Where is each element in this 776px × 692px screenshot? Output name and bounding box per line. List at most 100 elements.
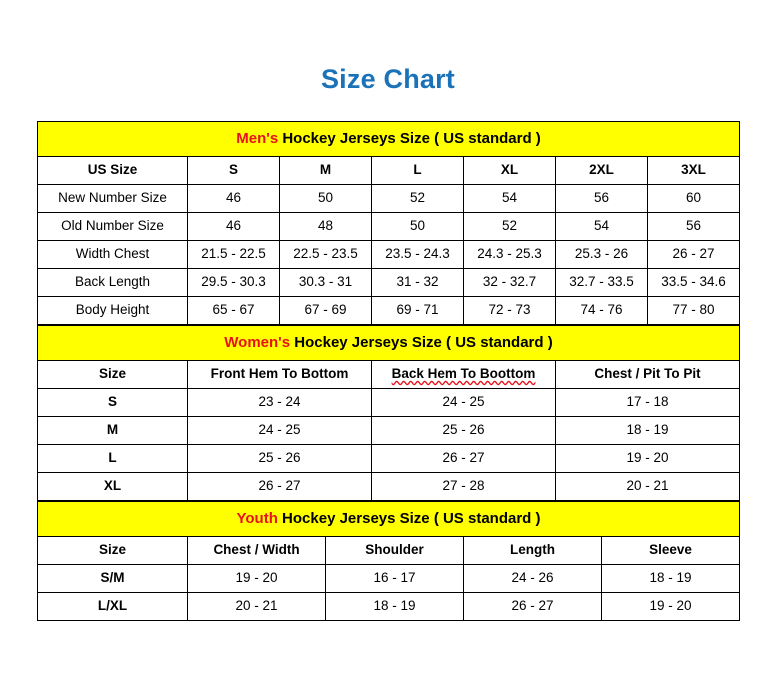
youth-banner-rest: Hockey Jerseys Size ( US standard )	[277, 509, 541, 527]
womens-cell-2-1: 26 - 27	[371, 444, 556, 473]
womens-row-label-0: S	[37, 388, 188, 417]
table-row: Back Length 29.5 - 30.3 30.3 - 31 31 - 3…	[37, 268, 741, 297]
mens-banner-rest: Hockey Jerseys Size ( US standard )	[278, 129, 541, 147]
mens-row-label-3: Back Length	[37, 268, 188, 297]
table-row: Old Number Size 46 48 50 52 54 56	[37, 212, 741, 241]
mens-cell-2-2: 23.5 - 24.3	[371, 240, 464, 269]
table-row: S 23 - 24 24 - 25 17 - 18	[37, 388, 740, 417]
mens-cell-2-3: 24.3 - 25.3	[463, 240, 556, 269]
mens-col-header-2: M	[279, 156, 372, 185]
womens-cell-2-2: 19 - 20	[555, 444, 740, 473]
mens-col-header-0: US Size	[37, 156, 188, 185]
mens-header-row: US Size S M L XL 2XL 3XL	[37, 156, 741, 185]
mens-cell-2-5: 26 - 27	[646, 240, 741, 269]
mens-row-label-4: Body Height	[37, 296, 188, 325]
youth-banner-accent: Youth	[236, 509, 278, 527]
youth-cell-0-2: 24 - 26	[463, 564, 602, 593]
womens-col-header-3: Chest / Pit To Pit	[555, 360, 740, 389]
womens-cell-1-2: 18 - 19	[555, 416, 740, 445]
mens-cell-4-3: 72 - 73	[463, 296, 556, 325]
mens-section-banner: Men's Hockey Jerseys Size ( US standard …	[36, 121, 741, 157]
womens-col-header-0: Size	[37, 360, 188, 389]
womens-band-row: Women's Hockey Jerseys Size ( US standar…	[37, 325, 740, 361]
womens-row-label-2: L	[37, 444, 188, 473]
womens-banner-rest: Hockey Jerseys Size ( US standard )	[290, 333, 553, 351]
youth-row-label-0: S/M	[37, 564, 188, 593]
mens-cell-1-5: 56	[646, 212, 741, 241]
mens-banner-accent: Men's	[236, 129, 279, 147]
womens-col-header-1: Front Hem To Bottom	[187, 360, 372, 389]
youth-col-header-3: Length	[463, 536, 602, 565]
mens-cell-2-1: 22.5 - 23.5	[279, 240, 372, 269]
youth-cell-0-0: 19 - 20	[187, 564, 326, 593]
womens-col-header-2: Back Hem To Boottom	[371, 360, 556, 389]
mens-cell-4-1: 67 - 69	[279, 296, 372, 325]
mens-cell-3-5: 33.5 - 34.6	[646, 268, 741, 297]
womens-col-header-2-text: Back Hem To Boottom	[391, 366, 536, 382]
mens-col-header-4: XL	[463, 156, 556, 185]
youth-col-header-1: Chest / Width	[187, 536, 326, 565]
mens-cell-3-2: 31 - 32	[371, 268, 464, 297]
youth-header-row: Size Chest / Width Shoulder Length Sleev…	[37, 536, 740, 565]
mens-col-header-1: S	[187, 156, 280, 185]
womens-cell-0-0: 23 - 24	[187, 388, 372, 417]
mens-cell-1-0: 46	[187, 212, 280, 241]
table-row: Body Height 65 - 67 67 - 69 69 - 71 72 -…	[37, 296, 741, 325]
youth-cell-1-3: 19 - 20	[601, 592, 740, 621]
mens-cell-1-4: 54	[555, 212, 648, 241]
womens-cell-0-1: 24 - 25	[371, 388, 556, 417]
youth-col-header-2: Shoulder	[325, 536, 464, 565]
youth-cell-0-3: 18 - 19	[601, 564, 740, 593]
youth-cell-1-2: 26 - 27	[463, 592, 602, 621]
womens-header-row: Size Front Hem To Bottom Back Hem To Boo…	[37, 360, 740, 389]
mens-col-header-5: 2XL	[555, 156, 648, 185]
size-tables-container: Men's Hockey Jerseys Size ( US standard …	[36, 93, 741, 621]
mens-row-label-0: New Number Size	[37, 184, 188, 213]
mens-cell-3-4: 32.7 - 33.5	[555, 268, 648, 297]
mens-cell-0-5: 60	[646, 184, 741, 213]
womens-cell-1-0: 24 - 25	[187, 416, 372, 445]
womens-cell-1-1: 25 - 26	[371, 416, 556, 445]
womens-cell-3-0: 26 - 27	[187, 472, 372, 501]
table-row: M 24 - 25 25 - 26 18 - 19	[37, 416, 740, 445]
youth-size-table: Youth Hockey Jerseys Size ( US standard …	[37, 501, 740, 621]
mens-band-row: Men's Hockey Jerseys Size ( US standard …	[36, 121, 741, 157]
mens-cell-2-0: 21.5 - 22.5	[187, 240, 280, 269]
table-row: S/M 19 - 20 16 - 17 24 - 26 18 - 19	[37, 564, 740, 593]
youth-cell-1-0: 20 - 21	[187, 592, 326, 621]
mens-cell-0-1: 50	[279, 184, 372, 213]
mens-cell-3-3: 32 - 32.7	[463, 268, 556, 297]
table-row: L/XL 20 - 21 18 - 19 26 - 27 19 - 20	[37, 592, 740, 621]
womens-cell-3-1: 27 - 28	[371, 472, 556, 501]
table-row: New Number Size 46 50 52 54 56 60	[37, 184, 741, 213]
table-row: XL 26 - 27 27 - 28 20 - 21	[37, 472, 740, 501]
womens-banner-accent: Women's	[224, 333, 291, 351]
mens-cell-4-4: 74 - 76	[555, 296, 648, 325]
youth-row-label-1: L/XL	[37, 592, 188, 621]
mens-cell-1-3: 52	[463, 212, 556, 241]
womens-size-table: Women's Hockey Jerseys Size ( US standar…	[37, 325, 740, 501]
mens-cell-0-2: 52	[371, 184, 464, 213]
mens-row-label-1: Old Number Size	[37, 212, 188, 241]
youth-cell-1-1: 18 - 19	[325, 592, 464, 621]
page-title: Size Chart	[320, 64, 456, 94]
mens-cell-3-0: 29.5 - 30.3	[187, 268, 280, 297]
womens-row-label-3: XL	[37, 472, 188, 501]
youth-band-row: Youth Hockey Jerseys Size ( US standard …	[37, 501, 740, 537]
youth-cell-0-1: 16 - 17	[325, 564, 464, 593]
mens-cell-4-0: 65 - 67	[187, 296, 280, 325]
mens-cell-0-4: 56	[555, 184, 648, 213]
table-row: L 25 - 26 26 - 27 19 - 20	[37, 444, 740, 473]
youth-col-header-0: Size	[37, 536, 188, 565]
mens-col-header-6: 3XL	[646, 156, 741, 185]
mens-cell-4-2: 69 - 71	[371, 296, 464, 325]
mens-cell-0-3: 54	[463, 184, 556, 213]
mens-col-header-3: L	[371, 156, 464, 185]
womens-row-label-1: M	[37, 416, 188, 445]
mens-cell-2-4: 25.3 - 26	[555, 240, 648, 269]
mens-cell-0-0: 46	[187, 184, 280, 213]
mens-cell-3-1: 30.3 - 31	[279, 268, 372, 297]
mens-cell-1-1: 48	[279, 212, 372, 241]
youth-col-header-4: Sleeve	[601, 536, 740, 565]
